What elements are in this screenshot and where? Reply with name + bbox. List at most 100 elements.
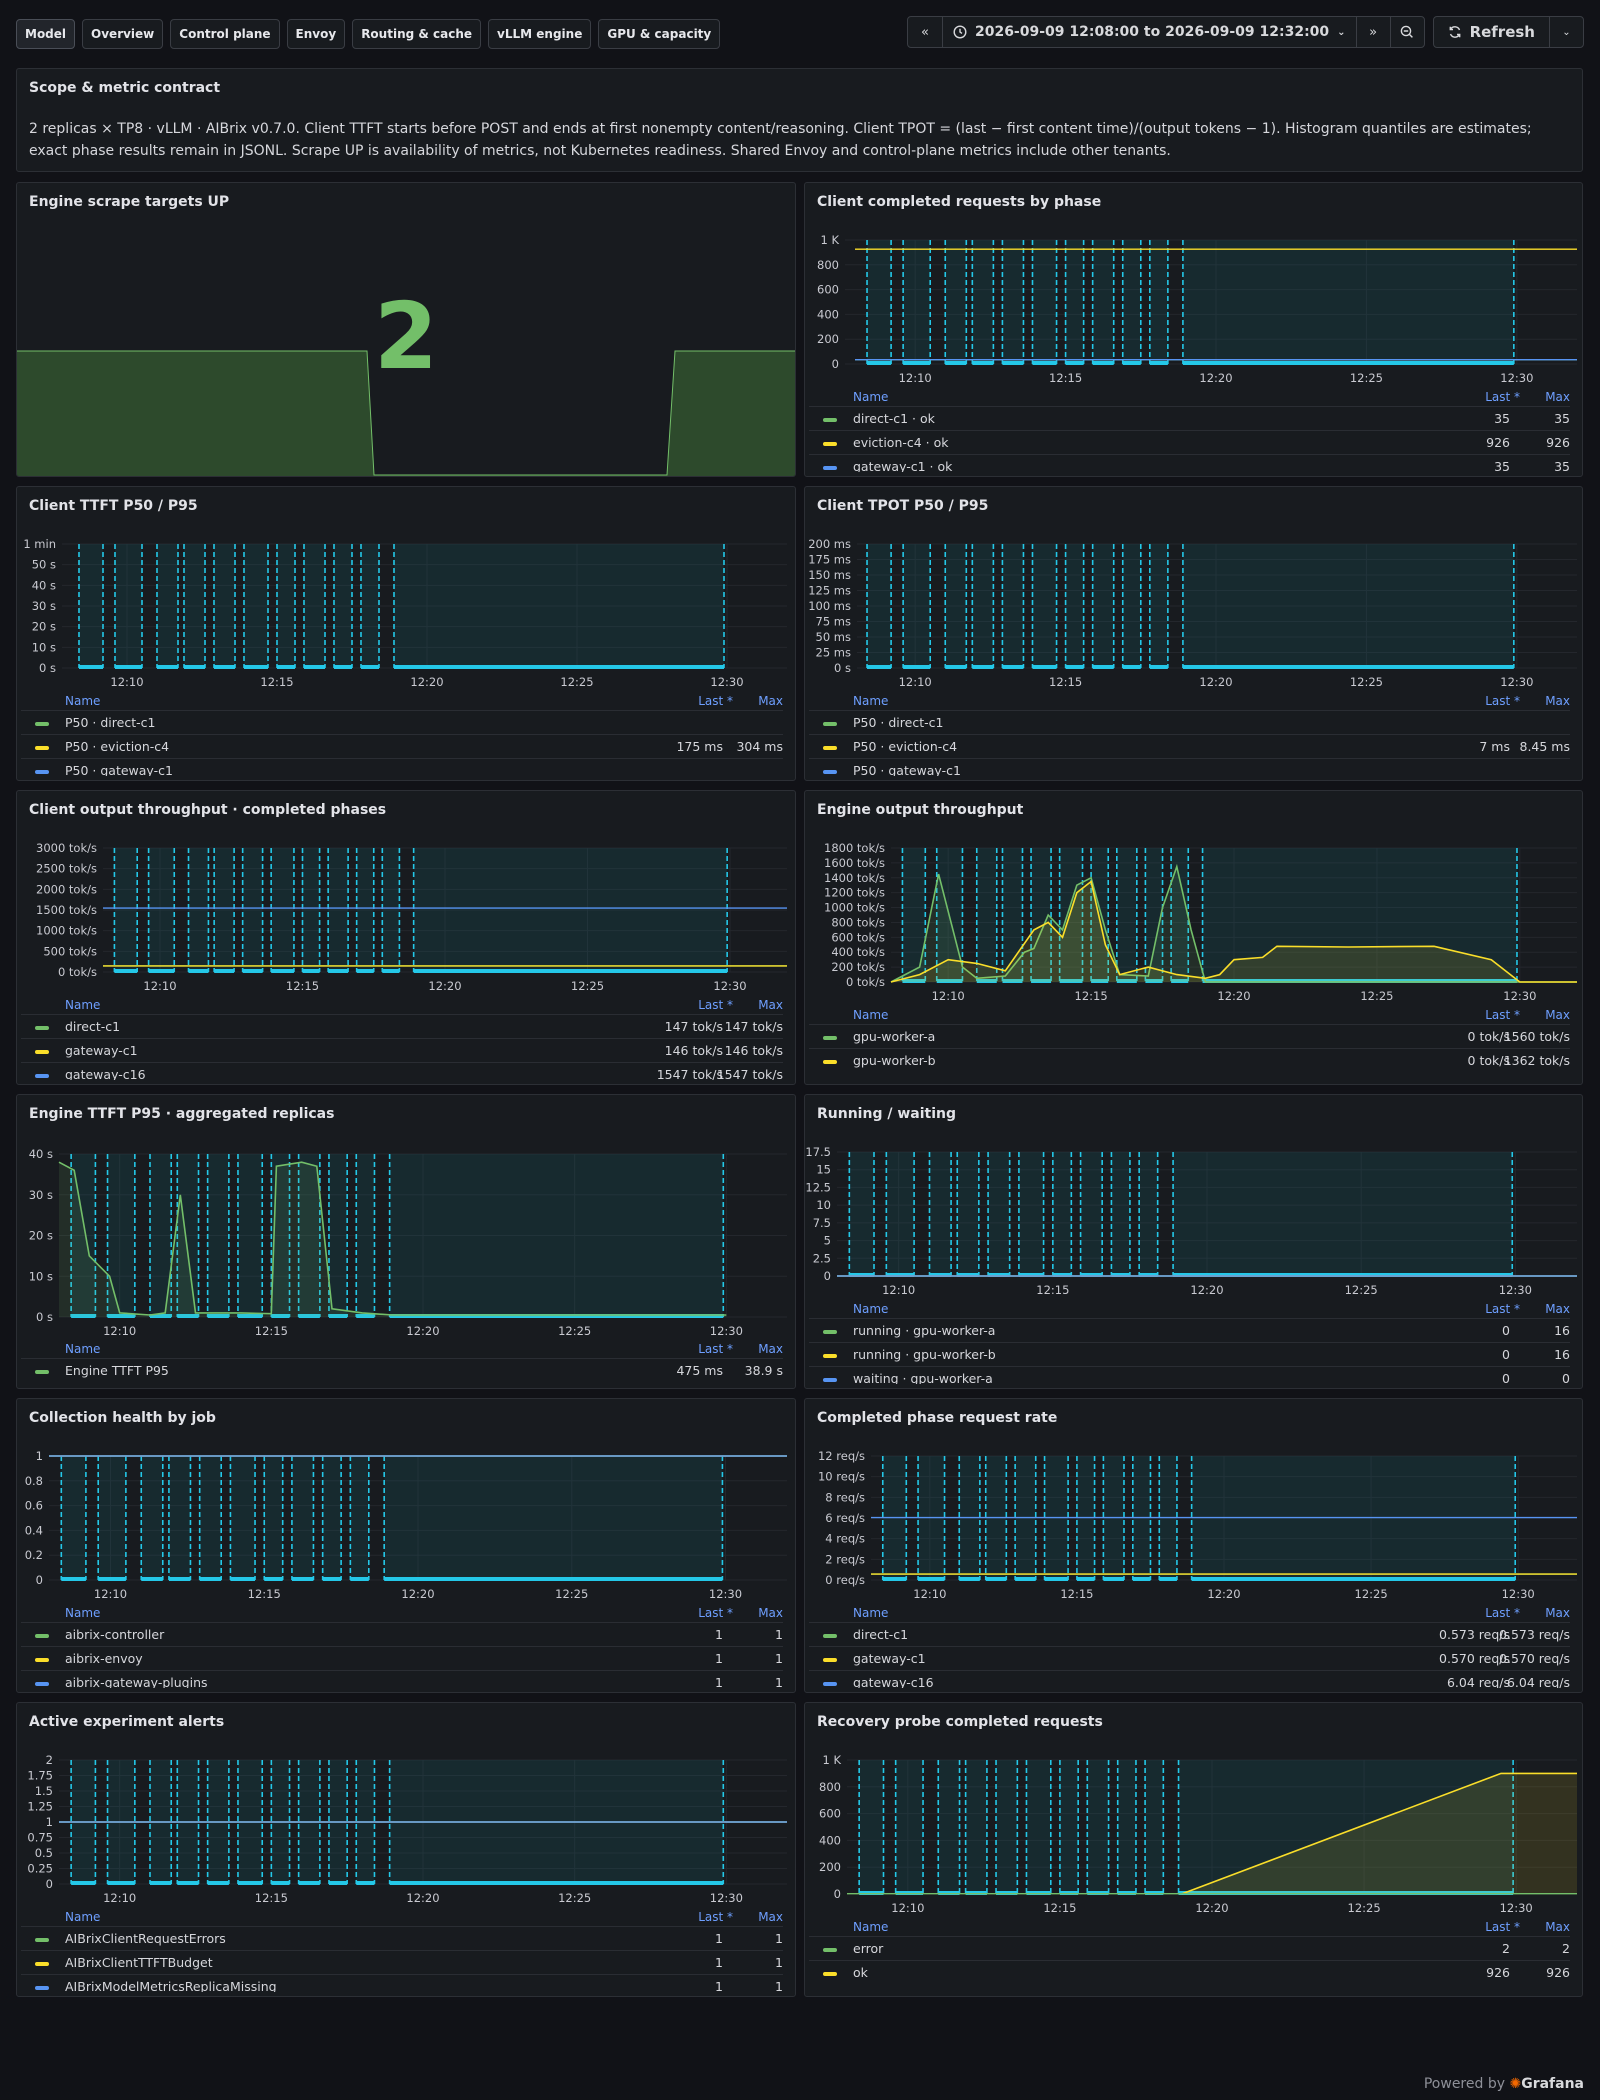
- time-range-button[interactable]: 2026-09-09 12:08:00 to 2026-09-09 12:32:…: [941, 17, 1356, 47]
- legend-row[interactable]: P50 · gateway-c1: [809, 758, 1570, 776]
- refresh-button[interactable]: Refresh: [1434, 17, 1549, 47]
- x-tick-label: 12:30: [710, 675, 743, 689]
- legend-col-name[interactable]: Name: [853, 1302, 889, 1316]
- phase-band: [1117, 1760, 1136, 1894]
- legend-row[interactable]: waiting · gpu-worker-a 0 0: [809, 1366, 1570, 1384]
- legend-row[interactable]: gpu-worker-b 0 tok/s 1362 tok/s: [809, 1048, 1570, 1072]
- tab-overview[interactable]: Overview: [82, 19, 164, 49]
- legend-col-last[interactable]: Last *: [698, 998, 733, 1012]
- legend-col-name[interactable]: Name: [853, 390, 889, 404]
- legend-col-max[interactable]: Max: [758, 1910, 783, 1924]
- phase-region-bar: [929, 1273, 952, 1277]
- legend-row[interactable]: running · gpu-worker-a 0 16: [809, 1318, 1570, 1342]
- legend-col-max[interactable]: Max: [1545, 1920, 1570, 1934]
- series-name: P50 · direct-c1: [853, 715, 944, 730]
- legend-row[interactable]: eviction-c4 · ok 926 926: [809, 430, 1570, 454]
- legend-row[interactable]: direct-c1 0.573 req/s 0.573 req/s: [809, 1622, 1570, 1646]
- legend-col-name[interactable]: Name: [65, 1606, 101, 1620]
- legend-col-name[interactable]: Name: [65, 1342, 101, 1356]
- legend-col-max[interactable]: Max: [1545, 1302, 1570, 1316]
- legend-col-last[interactable]: Last *: [698, 1606, 733, 1620]
- legend-row[interactable]: running · gpu-worker-b 0 16: [809, 1342, 1570, 1366]
- phase-region-bar: [277, 665, 295, 669]
- legend-col-last[interactable]: Last *: [698, 694, 733, 708]
- shift-back-button[interactable]: «: [908, 17, 942, 47]
- phase-band: [389, 1154, 724, 1317]
- legend-col-max[interactable]: Max: [758, 998, 783, 1012]
- legend-row[interactable]: AIBrixModelMetricsReplicaMissing 1 1: [21, 1974, 783, 1992]
- phase-region-bar: [177, 1314, 199, 1318]
- legend-col-last[interactable]: Last *: [1485, 390, 1520, 404]
- phase-band: [929, 1152, 952, 1276]
- legend-col-name[interactable]: Name: [853, 694, 889, 708]
- panel-title: Running / waiting: [817, 1106, 956, 1122]
- legend-row[interactable]: P50 · eviction-c4 7 ms 8.45 ms: [809, 734, 1570, 758]
- legend-col-name[interactable]: Name: [65, 1910, 101, 1924]
- legend-row[interactable]: aibrix-envoy 1 1: [21, 1646, 783, 1670]
- tab-vllm-engine[interactable]: vLLM engine: [488, 19, 592, 49]
- series-name: AIBrixClientRequestErrors: [65, 1931, 226, 1946]
- shift-forward-button[interactable]: »: [1355, 17, 1390, 47]
- legend-row[interactable]: gateway-c1 0.570 req/s 0.570 req/s: [809, 1646, 1570, 1670]
- panel-running: Running / waiting 0 2.5 5 7.5 10 12.5 15 17.5 12…: [804, 1094, 1583, 1389]
- legend-row[interactable]: P50 · gateway-c1: [21, 758, 783, 776]
- phase-region-bar: [1178, 1891, 1514, 1895]
- legend-col-name[interactable]: Name: [853, 1606, 889, 1620]
- legend-col-last[interactable]: Last *: [698, 1910, 733, 1924]
- clock-icon: [953, 25, 967, 39]
- legend-col-max[interactable]: Max: [758, 694, 783, 708]
- phase-band: [957, 1152, 979, 1276]
- legend-col-max[interactable]: Max: [1545, 694, 1570, 708]
- legend-row[interactable]: direct-c1 147 tok/s 147 tok/s: [21, 1014, 783, 1038]
- legend-row[interactable]: gpu-worker-a 0 tok/s 1560 tok/s: [809, 1024, 1570, 1048]
- legend-row[interactable]: aibrix-controller 1 1: [21, 1622, 783, 1646]
- legend-col-max[interactable]: Max: [1545, 1606, 1570, 1620]
- legend-col-max[interactable]: Max: [758, 1342, 783, 1356]
- legend-row[interactable]: P50 · eviction-c4 175 ms 304 ms: [21, 734, 783, 758]
- legend-row[interactable]: gateway-c1 · ok 35 35: [809, 454, 1570, 472]
- tab-envoy[interactable]: Envoy: [286, 19, 346, 49]
- legend-col-name[interactable]: Name: [853, 1008, 889, 1022]
- y-tick-label: 10 s: [29, 1269, 53, 1283]
- series-swatch: [35, 722, 49, 726]
- legend-col-name[interactable]: Name: [65, 998, 101, 1012]
- series-name: direct-c1: [65, 1019, 121, 1034]
- legend-row[interactable]: aibrix-gateway-plugins 1 1: [21, 1670, 783, 1688]
- panel-title: Engine scrape targets UP: [29, 194, 230, 210]
- legend-col-name[interactable]: Name: [65, 694, 101, 708]
- legend-row[interactable]: Engine TTFT P95 475 ms 38.9 s: [21, 1358, 783, 1382]
- x-tick-label: 12:30: [1500, 371, 1533, 385]
- legend-col-max[interactable]: Max: [758, 1606, 783, 1620]
- tab-model[interactable]: Model: [16, 19, 76, 49]
- legend-row[interactable]: gateway-c1 146 tok/s 146 tok/s: [21, 1038, 783, 1062]
- legend-row[interactable]: gateway-c16 1547 tok/s 1547 tok/s: [21, 1062, 783, 1080]
- legend-row[interactable]: AIBrixClientTTFTBudget 1 1: [21, 1950, 783, 1974]
- tab-gpu-capacity[interactable]: GPU & capacity: [598, 19, 721, 49]
- legend-row[interactable]: direct-c1 · ok 35 35: [809, 406, 1570, 430]
- legend-row[interactable]: error 2 2: [809, 1936, 1570, 1960]
- legend-row[interactable]: P50 · direct-c1: [21, 710, 783, 734]
- legend-col-last[interactable]: Last *: [1485, 1302, 1520, 1316]
- tab-routing-cache[interactable]: Routing & cache: [352, 19, 482, 49]
- legend-col-last[interactable]: Last *: [1485, 1008, 1520, 1022]
- zoom-out-button[interactable]: [1389, 17, 1424, 47]
- legend-row[interactable]: AIBrixClientRequestErrors 1 1: [21, 1926, 783, 1950]
- legend-col-last[interactable]: Last *: [1485, 1920, 1520, 1934]
- phase-region-bar: [177, 1881, 199, 1885]
- tab-control-plane[interactable]: Control plane: [170, 19, 280, 49]
- legend-row[interactable]: P50 · direct-c1: [809, 710, 1570, 734]
- phase-band: [886, 1152, 915, 1276]
- legend-col-last[interactable]: Last *: [698, 1342, 733, 1356]
- legend-row[interactable]: ok 926 926: [809, 1960, 1570, 1984]
- phase-band: [1149, 544, 1168, 668]
- y-tick-label: 400 tok/s: [831, 945, 885, 959]
- legend-row[interactable]: gateway-c16 6.04 req/s 6.04 req/s: [809, 1670, 1570, 1688]
- legend-col-max[interactable]: Max: [1545, 1008, 1570, 1022]
- legend-col-max[interactable]: Max: [1545, 390, 1570, 404]
- phase-region-bar: [1149, 665, 1168, 669]
- legend-col-last[interactable]: Last *: [1485, 1606, 1520, 1620]
- legend-col-name[interactable]: Name: [853, 1920, 889, 1934]
- phase-band: [114, 848, 138, 972]
- legend-col-last[interactable]: Last *: [1485, 694, 1520, 708]
- refresh-interval-button[interactable]: ⌄: [1549, 17, 1583, 47]
